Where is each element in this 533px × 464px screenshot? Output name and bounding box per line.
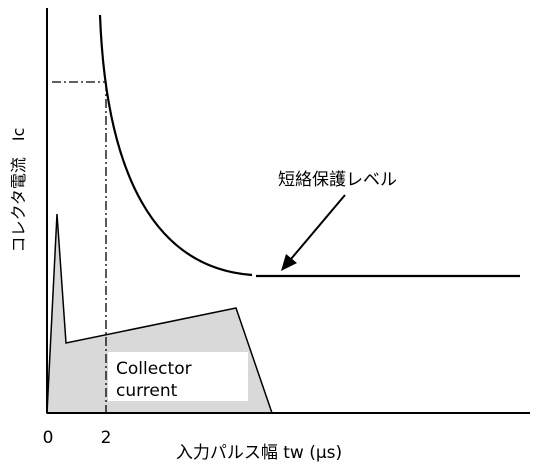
protection-level-curve	[100, 15, 252, 275]
y-axis-label: コレクタ電流 Ic	[9, 128, 28, 253]
protection-level-label: 短絡保護レベル	[278, 170, 397, 190]
protection-arrow-head	[281, 254, 297, 271]
collector-current-label-line1: Collector	[116, 359, 192, 379]
collector-current-label-line2: current	[116, 381, 178, 401]
x-tick-2: 2	[101, 428, 112, 448]
x-tick-0: 0	[43, 428, 54, 448]
x-axis-label: 入力パルス幅 tw (µs)	[176, 443, 342, 463]
protection-arrow-shaft	[291, 195, 345, 259]
